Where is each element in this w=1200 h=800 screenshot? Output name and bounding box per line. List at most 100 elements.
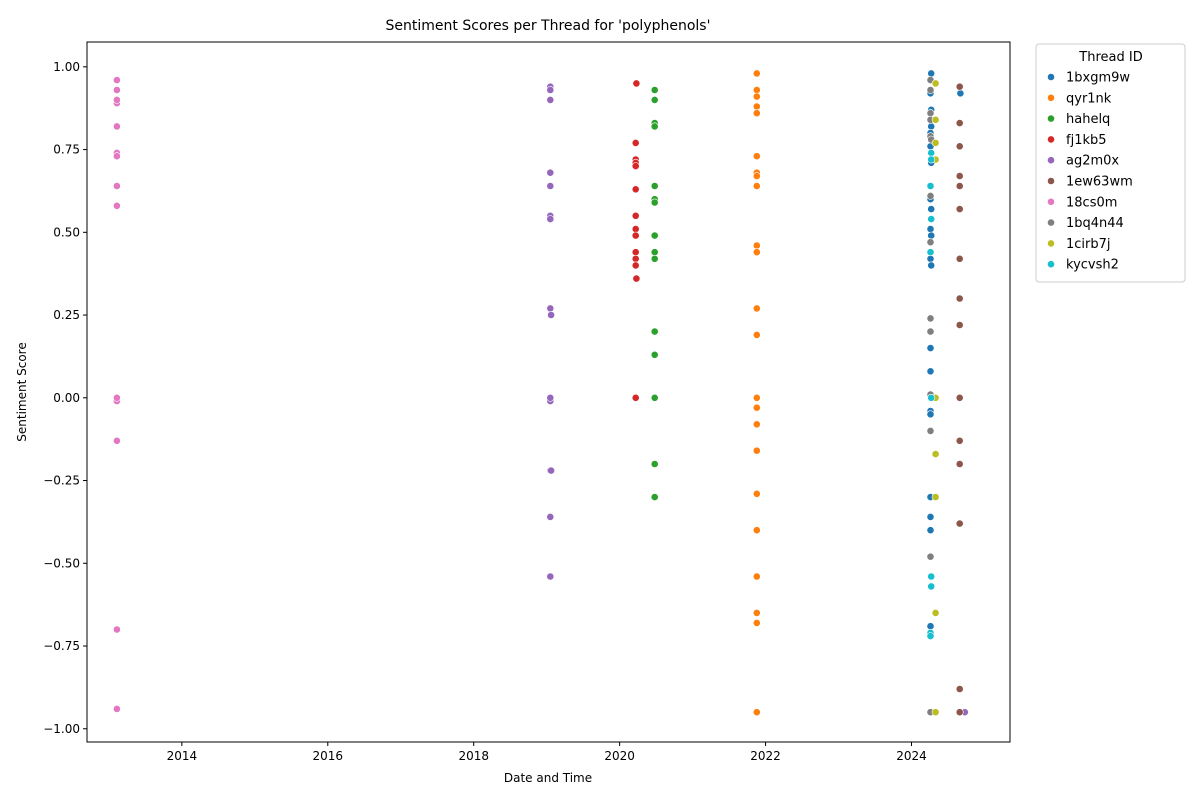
data-point-qyr1nk [752,403,761,412]
data-point-1bq4n44 [926,327,935,336]
data-point-qyr1nk [752,102,761,111]
data-point-qyr1nk [752,708,761,717]
data-point-qyr1nk [752,92,761,101]
legend-label-1ew63wm: 1ew63wm [1066,175,1133,190]
data-point-hahelq [650,198,659,207]
data-point-hahelq [650,122,659,131]
data-point-1bxgm9w [927,231,936,240]
data-point-kycvsh2 [927,215,936,223]
data-point-qyr1nk [752,172,761,180]
data-point-1ew63wm [955,254,964,263]
data-point-1ew63wm [955,182,964,190]
legend: Thread ID 1bxgm9w qyr1nk hahelq fj1kb5 ag2m0… [1035,43,1186,283]
data-point-qyr1nk [752,152,761,161]
data-point-1ew63wm [955,172,964,180]
y-tick-label: −0.25 [43,474,80,488]
legend-label-fj1kb5: fj1kb5 [1066,133,1107,148]
data-point-1ew63wm [955,82,964,91]
y-tick-label: −1.00 [43,722,80,736]
data-point-kycvsh2 [926,182,935,190]
data-point-fj1kb5 [631,261,640,270]
data-point-hahelq [650,182,659,190]
legend-label-kycvsh2: kycvsh2 [1066,258,1119,273]
data-point-18cs0m [113,122,121,131]
legend-marker-1bq4n44 [1047,218,1055,227]
data-point-hahelq [650,393,659,402]
data-point-kycvsh2 [926,632,935,640]
legend-label-18cs0m: 18cs0m [1066,195,1117,210]
y-tick-label: −0.75 [43,639,80,653]
legend-marker-1ew63wm [1047,177,1055,185]
legend-label-hahelq: hahelq [1066,112,1110,127]
legend-frame [1035,43,1186,283]
x-tick-label: 2014 [167,749,198,763]
data-points [113,69,969,717]
y-axis-label: Sentiment Score [15,342,29,441]
data-point-1cirb7j [931,450,940,458]
data-point-1bxgm9w [926,367,935,376]
data-point-1ew63wm [955,142,964,151]
data-point-ag2m0x [546,96,555,104]
data-point-qyr1nk [752,86,761,94]
data-point-fj1kb5 [631,138,640,147]
data-point-ag2m0x [546,513,555,521]
y-tick-label: 0.25 [53,308,80,322]
y-tick-label: 0.75 [53,143,80,157]
data-point-fj1kb5 [631,254,640,263]
data-point-18cs0m [113,182,121,190]
legend-marker-fj1kb5 [1047,135,1055,144]
data-point-1ew63wm [955,460,964,468]
legend-marker-ag2m0x [1047,156,1055,165]
x-tick-label: 2018 [458,749,489,763]
data-point-1ew63wm [955,294,964,303]
data-point-1bq4n44 [926,552,935,561]
legend-marker-qyr1nk [1047,93,1055,102]
data-point-ag2m0x [546,215,555,223]
data-point-hahelq [650,460,659,468]
data-point-1bxgm9w [927,261,936,270]
data-point-qyr1nk [752,420,761,429]
data-point-qyr1nk [752,393,761,402]
data-point-1bxgm9w [926,225,935,233]
data-point-kycvsh2 [927,155,936,164]
data-point-qyr1nk [752,69,761,78]
data-point-fj1kb5 [631,225,640,233]
data-point-18cs0m [113,436,121,445]
data-point-ag2m0x [546,168,555,177]
data-point-1bq4n44 [926,191,935,200]
legend-label-qyr1nk: qyr1nk [1066,91,1112,106]
data-point-qyr1nk [752,609,761,617]
data-point-1bq4n44 [926,238,935,247]
data-point-18cs0m [113,86,121,94]
data-point-1bxgm9w [927,122,936,131]
data-point-1ew63wm [955,321,964,329]
data-point-1bxgm9w [956,89,965,98]
data-point-1bq4n44 [926,86,935,94]
x-tick-label: 2020 [604,749,635,763]
legend-label-1cirb7j: 1cirb7j [1066,237,1111,252]
data-point-hahelq [650,248,659,257]
data-point-1cirb7j [931,609,940,617]
data-point-hahelq [650,327,659,336]
data-point-1ew63wm [955,708,964,717]
data-point-hahelq [650,231,659,240]
data-point-1bxgm9w [926,622,935,631]
data-point-1ew63wm [955,685,964,693]
data-point-1bxgm9w [927,69,936,78]
chart-title: Sentiment Scores per Thread for 'polyphe… [386,18,711,34]
y-tick-label: −0.50 [43,556,80,570]
legend-title: Thread ID [1078,50,1142,65]
data-point-ag2m0x [546,572,555,581]
legend-marker-kycvsh2 [1047,260,1055,269]
data-point-hahelq [650,493,659,501]
data-point-kycvsh2 [927,572,936,581]
data-point-ag2m0x [546,304,555,313]
data-point-qyr1nk [752,241,761,250]
data-point-qyr1nk [752,526,761,535]
data-point-kycvsh2 [927,393,936,402]
data-point-1ew63wm [955,519,964,528]
data-point-hahelq [650,254,659,263]
data-point-18cs0m [113,76,121,84]
legend-marker-1cirb7j [1047,239,1055,248]
data-point-kycvsh2 [927,582,936,591]
